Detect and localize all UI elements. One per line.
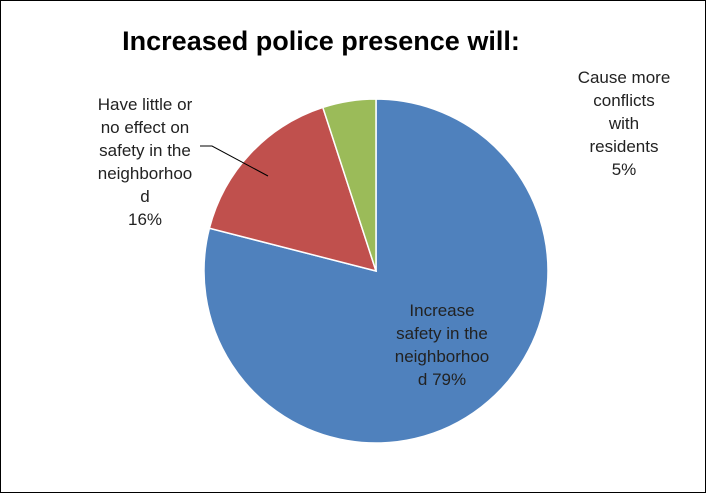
slice-label-line: d 79%	[418, 370, 466, 389]
label-more-conflicts: Cause more conflicts with residents 5%	[578, 68, 671, 179]
slice-label-line: d	[140, 187, 149, 206]
slice-label-line: Cause more	[578, 68, 671, 87]
chart-title: Increased police presence will:	[122, 26, 520, 56]
slice-label-line: safety in the	[396, 324, 488, 343]
slice-label-line: no effect on	[101, 118, 190, 137]
slice-label-line: 16%	[128, 210, 162, 229]
pie-slices	[203, 98, 549, 444]
slice-label-line: residents	[590, 137, 659, 156]
slice-label-line: Have little or	[98, 95, 193, 114]
slice-label-line: safety in the	[99, 141, 191, 160]
slice-label-line: neighborhoo	[98, 164, 193, 183]
label-little-effect: Have little or no effect on safety in the n…	[98, 95, 193, 229]
slice-labels: Increase safety in the neighborhoo d 79% Hav…	[98, 68, 671, 389]
slice-more-conflicts	[321, 98, 377, 272]
leader-line	[200, 145, 269, 177]
slice-label-line: with	[608, 114, 639, 133]
slice-label-line: 5%	[612, 160, 637, 179]
slice-little-effect	[208, 106, 378, 273]
slice-label-line: neighborhoo	[395, 347, 490, 366]
label-increase-safety: Increase safety in the neighborhoo d 79%	[395, 301, 490, 389]
slice-label-line: conflicts	[593, 91, 654, 110]
slice-label-line: Increase	[409, 301, 474, 320]
